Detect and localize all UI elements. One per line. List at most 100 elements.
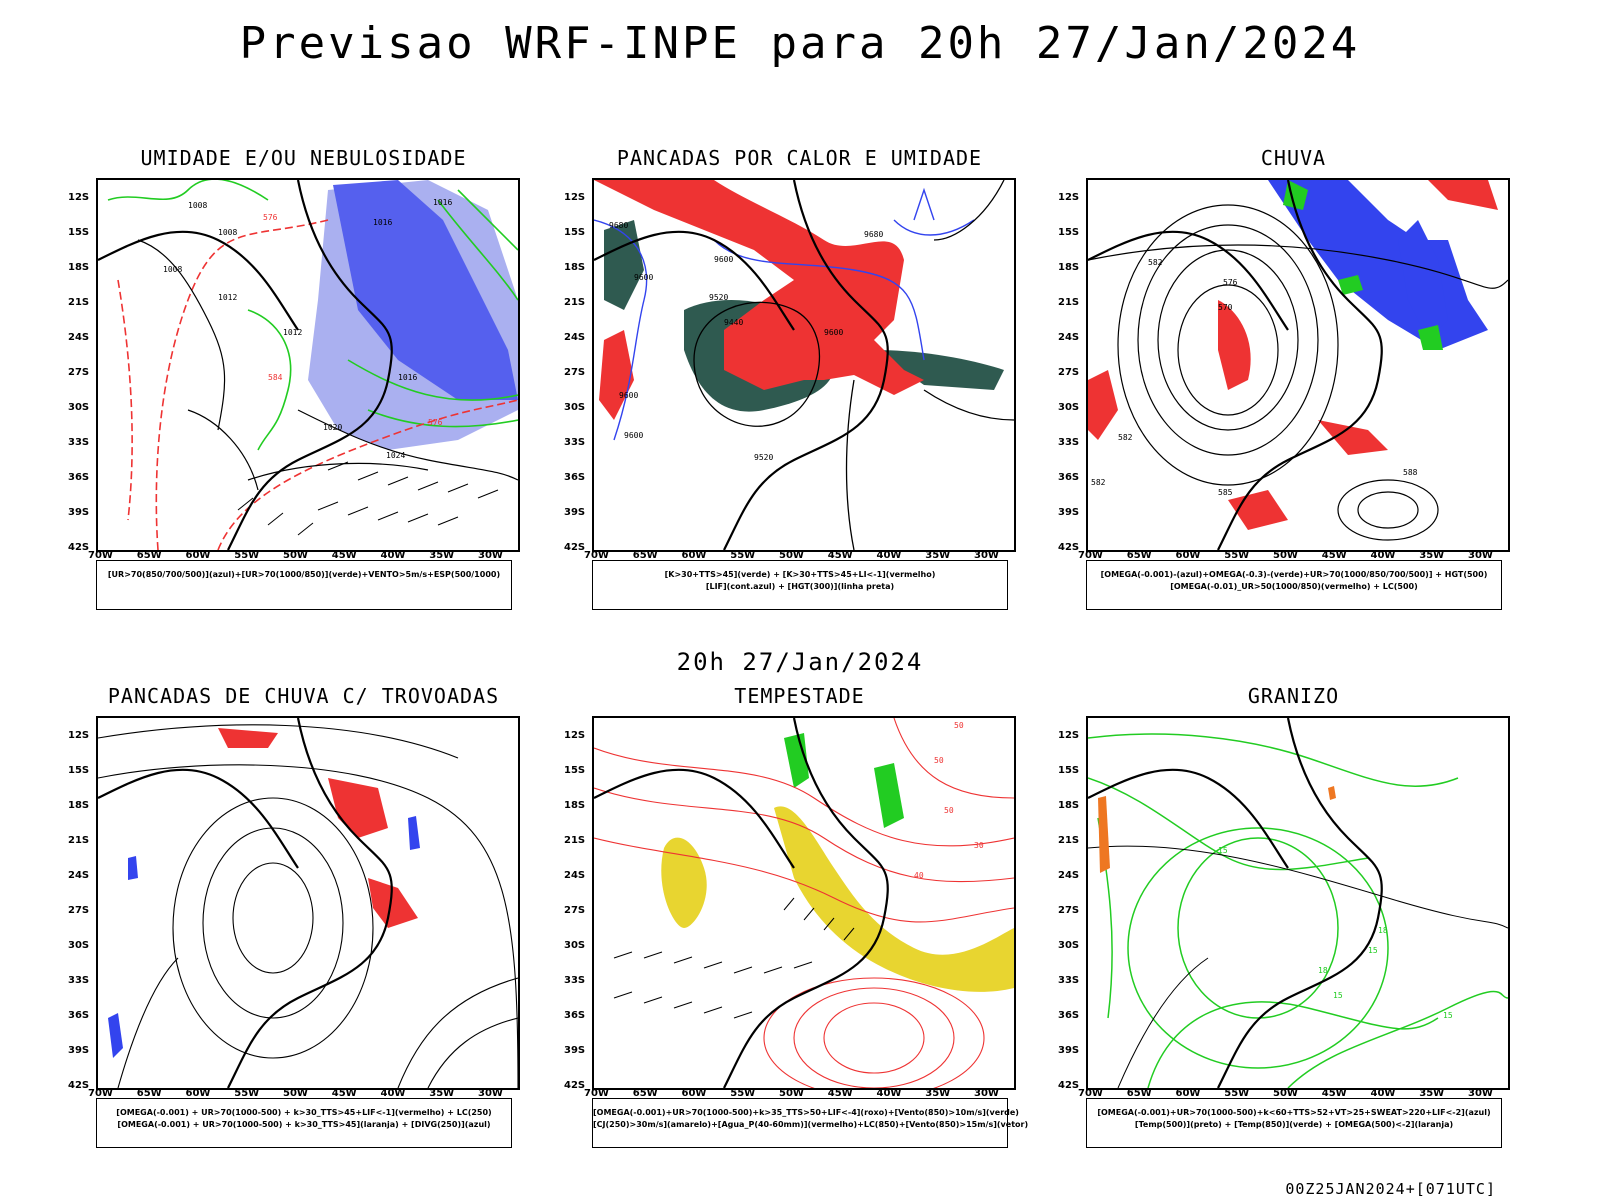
lat-tick-label: 27S	[68, 905, 90, 916]
lat-tick-label: 12S	[564, 730, 586, 741]
green-wind-area	[784, 733, 904, 828]
panel-trovoadas: PANCADAS DE CHUVA C/ TROVOADAS	[56, 684, 551, 1174]
contour-label: 1016	[433, 198, 452, 207]
lon-tick-label: 30W	[974, 1088, 999, 1099]
contour-label: 582	[1148, 258, 1163, 267]
lon-tick-label: 55W	[234, 550, 260, 561]
contour-label: 9520	[754, 453, 773, 462]
lon-tick-label: 60W	[185, 550, 211, 561]
contour-label: 30	[974, 841, 984, 850]
temp850-contours	[1088, 733, 1508, 1088]
legend-line: [LIF](cont.azul) + [HGT(300)](linha pret…	[705, 582, 895, 591]
legend-line: [UR>70(850/700/500)](azul)+[UR>70(1000/8…	[107, 570, 501, 579]
lat-tick-label: 15S	[1058, 227, 1080, 238]
lat-tick-label: 42S	[564, 542, 586, 553]
lon-tick-label: 30W	[1468, 1088, 1493, 1099]
map-tempestade: 50 50 40 30 50	[592, 716, 1016, 1090]
lon-tick-label: 60W	[681, 550, 707, 561]
lat-tick-label: 24S	[564, 332, 586, 343]
lat-tick-label: 33S	[564, 975, 586, 986]
contour-label: 1012	[283, 328, 302, 337]
lat-tick-label: 30S	[564, 402, 586, 413]
lon-tick-label: 35W	[925, 550, 951, 561]
contour-label: 1016	[373, 218, 392, 227]
lat-tick-label: 33S	[1058, 975, 1080, 986]
lon-tick-label: 40W	[380, 550, 406, 561]
legend: [OMEGA(-0.001)-(azul)+OMEGA(-0.3)-(verde…	[1086, 560, 1502, 610]
red-water-contours	[594, 718, 1014, 1088]
legend: [OMEGA(-0.001)+UR>70(1000-500)+k>35_TTS>…	[592, 1098, 1029, 1148]
lat-tick-label: 39S	[1058, 1045, 1080, 1056]
lat-tick-label: 42S	[1058, 1080, 1080, 1091]
map-canvas: 9680 9600 9600 9520 9440 9600 9600 9520 …	[594, 180, 1014, 550]
blue-omega-area	[1268, 180, 1488, 350]
legend: [OMEGA(-0.001) + UR>70(1000-500) + k>30_…	[96, 1098, 512, 1148]
contour-label: 18	[1378, 926, 1388, 935]
lon-tick-label: 70W	[88, 1088, 113, 1099]
contour-label: 18	[1318, 966, 1328, 975]
lon-tick-label: 40W	[1370, 550, 1396, 561]
lat-tick-label: 15S	[564, 227, 586, 238]
blue-humidity-area	[308, 180, 518, 450]
panel-umidade: UMIDADE E/OU NEBULOSIDADE	[56, 146, 551, 626]
lon-tick-label: 55W	[730, 550, 756, 561]
wind-arrows	[237, 461, 499, 536]
lat-tick-label: 21S	[1058, 297, 1080, 308]
map-granizo: 15 15 18 15 18 15	[1086, 716, 1510, 1090]
map-umidade: 1008 1008 1008 1012 1012 1016 1016 1016 …	[96, 178, 520, 552]
contour-label: 9600	[824, 328, 843, 337]
lat-tick-label: 27S	[68, 367, 90, 378]
lon-tick-label: 55W	[1224, 550, 1250, 561]
legend-line: [CJ(250)>30m/s](amarelo)+[Agua_P(40-60mm…	[593, 1120, 1029, 1129]
lon-tick-label: 35W	[925, 1088, 951, 1099]
lat-tick-label: 18S	[1058, 800, 1080, 811]
contour-label: 1020	[323, 423, 342, 432]
lon-tick-label: 70W	[584, 550, 609, 561]
main-title: Previsao WRF-INPE para 20h 27/Jan/2024	[239, 18, 1361, 69]
legend-line: [K>30+TTS>45](verde) + [K>30+TTS>45+LI<-…	[664, 570, 936, 579]
lat-tick-label: 24S	[68, 870, 90, 881]
contour-label: 50	[934, 756, 944, 765]
legend-line: [OMEGA(-0.001)+UR>70(1000-500)+k>35_TTS>…	[593, 1108, 1019, 1117]
lon-tick-label: 60W	[1175, 1088, 1201, 1099]
lon-tick-label: 30W	[974, 550, 999, 561]
lat-tick-label: 36S	[1058, 1010, 1080, 1021]
legend: [OMEGA(-0.001)+UR>70(1000-500)+k<60+TTS>…	[1086, 1098, 1502, 1148]
map-canvas: 50 50 40 30 50	[594, 718, 1014, 1088]
lat-tick-label: 33S	[68, 975, 90, 986]
lat-tick-label: 42S	[68, 1080, 90, 1091]
lat-tick-label: 18S	[68, 262, 90, 273]
legend: [UR>70(850/700/500)](azul)+[UR>70(1000/8…	[96, 560, 512, 610]
panel-title: PANCADAS POR CALOR E UMIDADE	[616, 146, 983, 170]
lat-tick-label: 15S	[68, 765, 90, 776]
lat-tick-label: 30S	[68, 940, 90, 951]
map-canvas	[98, 718, 518, 1088]
lat-tick-label: 39S	[68, 507, 90, 518]
lon-tick-label: 50W	[1273, 1088, 1298, 1099]
panel-title: GRANIZO	[1247, 684, 1340, 708]
lon-tick-label: 40W	[1370, 1088, 1396, 1099]
lon-tick-label: 55W	[1224, 1088, 1250, 1099]
streamlines	[98, 724, 518, 1088]
lon-tick-label: 70W	[584, 1088, 609, 1099]
lon-tick-label: 50W	[283, 550, 308, 561]
lifted-index-contours	[594, 187, 975, 441]
legend-line: [OMEGA(-0.001)+UR>70(1000-500)+k<60+TTS>…	[1097, 1108, 1491, 1117]
coastline	[1088, 718, 1383, 1088]
lon-tick-label: 50W	[779, 550, 804, 561]
lat-tick-label: 18S	[68, 800, 90, 811]
lat-tick-label: 21S	[68, 297, 90, 308]
legend: [K>30+TTS>45](verde) + [K>30+TTS>45+LI<-…	[592, 560, 1008, 610]
lat-tick-label: 36S	[68, 472, 90, 483]
lat-tick-label: 39S	[564, 1045, 586, 1056]
lat-tick-label: 18S	[564, 262, 586, 273]
legend-line: [OMEGA(-0.001)-(azul)+OMEGA(-0.3)-(verde…	[1100, 570, 1488, 579]
panel-chuva: CHUVA	[1046, 146, 1541, 626]
lat-tick-label: 33S	[68, 437, 90, 448]
lat-tick-label: 30S	[564, 940, 586, 951]
lat-tick-label: 18S	[1058, 262, 1080, 273]
contour-label: 1008	[163, 265, 182, 274]
lon-tick-label: 50W	[779, 1088, 804, 1099]
lat-tick-label: 39S	[1058, 507, 1080, 518]
contour-label: 9600	[619, 391, 638, 400]
